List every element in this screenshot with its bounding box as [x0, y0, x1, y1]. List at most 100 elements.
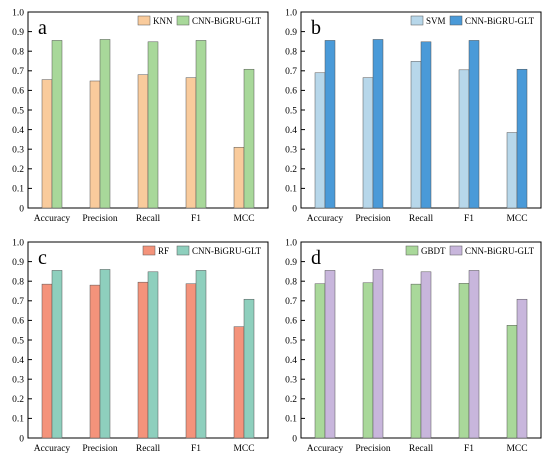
- x-tick-label: MCC: [233, 444, 254, 454]
- legend-label: CNN-BiGRU-GLT: [465, 246, 535, 256]
- y-tick-label: 0.1: [12, 185, 24, 195]
- x-tick-label: Recall: [136, 214, 161, 224]
- bar-knn-precision: [89, 80, 101, 209]
- y-tick-label: 0.3: [12, 146, 24, 156]
- panel-label: c: [38, 247, 47, 269]
- bar-rf-f1: [185, 283, 197, 439]
- x-tick-label: Precision: [355, 444, 391, 454]
- bar-cnn-bigru-glt-f1: [195, 270, 207, 439]
- x-tick-label: Accuracy: [307, 214, 344, 224]
- bar-gbdt-precision: [362, 282, 374, 439]
- y-tick-label: 0.4: [12, 126, 24, 136]
- y-tick-label: 0.6: [285, 317, 297, 327]
- y-tick-label: 0: [19, 204, 24, 214]
- y-tick-label: 1.0: [12, 8, 24, 18]
- y-tick-label: 0.2: [285, 165, 297, 175]
- bar-gbdt-mcc: [506, 325, 518, 439]
- bar-cnn-bigru-glt-precision: [372, 39, 384, 209]
- bar-cnn-bigru-glt-accuracy: [51, 40, 63, 209]
- bar-cnn-bigru-glt-accuracy: [324, 270, 336, 439]
- legend-swatch: [137, 15, 151, 26]
- bar-cnn-bigru-glt-precision: [99, 269, 111, 439]
- y-tick-label: 0.8: [12, 278, 24, 288]
- x-tick-label: F1: [191, 214, 201, 224]
- x-tick-label: Precision: [82, 444, 118, 454]
- bar-cnn-bigru-glt-f1: [195, 40, 207, 209]
- legend-label: KNN: [153, 16, 173, 26]
- y-tick-label: 0: [19, 434, 24, 444]
- x-tick-label: Recall: [136, 444, 161, 454]
- chart-panel-a: 0 0.1 0.2 0.3 0.4 0.5 0.6 0.7 0.8 0.9 1.0 Accuracy P…: [12, 8, 269, 224]
- y-tick-label: 0.6: [285, 87, 297, 97]
- y-tick-label: 0.3: [285, 376, 297, 386]
- bar-svm-recall: [410, 61, 422, 209]
- bar-knn-recall: [137, 74, 149, 209]
- bar-cnn-bigru-glt-accuracy: [324, 40, 336, 209]
- x-tick-label: F1: [464, 214, 474, 224]
- x-tick-label: F1: [464, 444, 474, 454]
- x-tick-label: MCC: [506, 444, 527, 454]
- bar-cnn-bigru-glt-recall: [147, 41, 159, 209]
- bar-cnn-bigru-glt-accuracy: [51, 270, 63, 439]
- y-tick-label: 0.2: [285, 395, 297, 405]
- legend-swatch: [410, 15, 424, 26]
- chart-panel-c: 0 0.1 0.2 0.3 0.4 0.5 0.6 0.7 0.8 0.9 1.0 Accuracy P…: [12, 238, 269, 454]
- bar-gbdt-recall: [410, 283, 422, 439]
- bar-cnn-bigru-glt-precision: [372, 269, 384, 439]
- y-tick-label: 0.8: [285, 48, 297, 58]
- x-tick-label: MCC: [233, 214, 254, 224]
- x-tick-label: Accuracy: [34, 214, 71, 224]
- y-tick-label: 0.9: [12, 258, 24, 268]
- y-tick-label: 0.5: [285, 106, 297, 116]
- y-tick-label: 0.1: [12, 415, 24, 425]
- legend-label: CNN-BiGRU-GLT: [192, 246, 262, 256]
- x-tick-label: Accuracy: [34, 444, 71, 454]
- bar-cnn-bigru-glt-f1: [468, 40, 480, 209]
- y-tick-label: 0: [292, 204, 297, 214]
- bar-cnn-bigru-glt-mcc: [516, 298, 528, 439]
- y-tick-label: 0.7: [12, 67, 24, 77]
- y-tick-label: 0.8: [285, 278, 297, 288]
- y-tick-label: 0.7: [12, 297, 24, 307]
- y-tick-label: 0.2: [12, 395, 24, 405]
- legend-swatch: [176, 245, 190, 256]
- bar-knn-accuracy: [41, 79, 53, 209]
- bar-svm-accuracy: [314, 72, 326, 209]
- legend-swatch: [405, 245, 419, 256]
- y-tick-label: 0.3: [285, 146, 297, 156]
- y-tick-label: 1.0: [12, 238, 24, 248]
- bar-cnn-bigru-glt-f1: [468, 270, 480, 439]
- bar-knn-mcc: [233, 146, 245, 209]
- chart-panel-b: 0 0.1 0.2 0.3 0.4 0.5 0.6 0.7 0.8 0.9 1.0 Accuracy P…: [285, 8, 542, 224]
- legend-label: CNN-BiGRU-GLT: [465, 16, 535, 26]
- legend-label: GBDT: [421, 246, 446, 256]
- x-tick-label: MCC: [506, 214, 527, 224]
- x-tick-label: F1: [191, 444, 201, 454]
- y-tick-label: 0.9: [12, 28, 24, 38]
- bar-rf-mcc: [233, 326, 245, 439]
- legend-swatch: [449, 15, 463, 26]
- legend-swatch: [142, 245, 156, 256]
- bar-rf-recall: [137, 281, 149, 439]
- legend-label: CNN-BiGRU-GLT: [192, 16, 262, 26]
- bar-svm-precision: [362, 77, 374, 209]
- y-tick-label: 0.7: [285, 297, 297, 307]
- bar-rf-accuracy: [41, 283, 53, 439]
- legend-label: SVM: [426, 16, 446, 26]
- x-tick-label: Precision: [355, 214, 391, 224]
- panel-label: a: [38, 17, 47, 39]
- chart-panel-d: 0 0.1 0.2 0.3 0.4 0.5 0.6 0.7 0.8 0.9 1.0 Accuracy P…: [285, 238, 542, 454]
- bar-cnn-bigru-glt-recall: [147, 271, 159, 439]
- y-tick-label: 0: [292, 434, 297, 444]
- y-tick-label: 1.0: [285, 8, 297, 18]
- bar-cnn-bigru-glt-recall: [420, 41, 432, 209]
- bar-cnn-bigru-glt-mcc: [516, 68, 528, 209]
- y-tick-label: 0.9: [285, 258, 297, 268]
- y-tick-label: 0.4: [285, 356, 297, 366]
- y-tick-label: 0.1: [285, 415, 297, 425]
- x-tick-label: Recall: [409, 444, 434, 454]
- bar-knn-f1: [185, 77, 197, 209]
- y-tick-label: 0.9: [285, 28, 297, 38]
- y-tick-label: 0.1: [285, 185, 297, 195]
- bar-gbdt-accuracy: [314, 283, 326, 439]
